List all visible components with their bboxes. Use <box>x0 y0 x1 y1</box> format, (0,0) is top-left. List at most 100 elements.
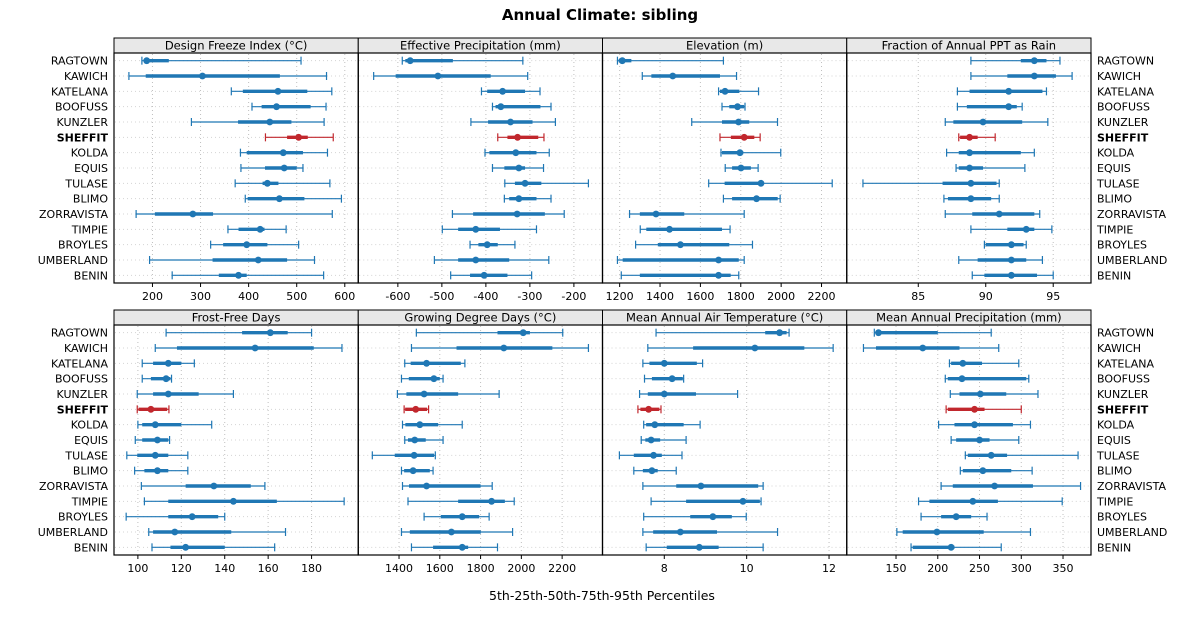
median-dot <box>199 72 206 80</box>
median-dot <box>618 57 626 65</box>
series-zorravista <box>401 482 493 490</box>
median-dot <box>434 72 442 80</box>
median-dot <box>147 405 155 413</box>
median-dot <box>256 225 264 233</box>
x-tick-label: 400 <box>238 290 259 303</box>
median-dot <box>182 543 190 551</box>
site-label-right-equis: EQUIS <box>1097 162 1131 175</box>
series-umberland <box>148 256 316 264</box>
median-dot <box>499 87 506 95</box>
site-label-right-benin: BENIN <box>1097 269 1131 282</box>
series-tulase <box>708 179 833 188</box>
median-dot <box>164 359 172 367</box>
series-kolda <box>401 420 463 429</box>
median-dot <box>933 528 941 536</box>
median-dot <box>513 210 521 218</box>
panel-design-freeze-index-c: Design Freeze Index (°C) 200 300 400 500 600 <box>113 37 359 303</box>
median-dot <box>151 421 159 429</box>
x-tick-label: -500 <box>429 290 454 303</box>
median-dot <box>480 271 488 279</box>
median-dot <box>734 103 741 111</box>
series-sheffit <box>403 405 430 414</box>
site-label-right-ragtown: RAGTOWN <box>1097 327 1154 340</box>
series-boofuss <box>491 102 552 111</box>
median-dot <box>409 467 417 475</box>
panel-growing-degree-days-c: Growing Degree Days (°C) 1400 1600 1800 2000… <box>357 309 604 575</box>
median-dot <box>966 164 973 172</box>
series-kunzler <box>190 118 325 126</box>
median-dot <box>411 436 419 444</box>
median-dot <box>967 179 975 187</box>
median-dot <box>500 344 508 352</box>
site-label-left-zorravista: ZORRAVISTA <box>39 208 108 221</box>
site-label-left-blimo: BLIMO <box>73 193 108 206</box>
series-katelana <box>230 87 333 96</box>
median-dot <box>677 241 684 249</box>
x-tick-label: 90 <box>979 290 993 303</box>
trellis-chart-canvas: Design Freeze Index (°C)200 300 400 500 600E… <box>38 37 1168 575</box>
panel-title: Frost-Free Days <box>192 311 281 325</box>
series-katelana <box>717 87 760 96</box>
series-broyles <box>210 240 300 249</box>
median-dot <box>230 497 237 505</box>
median-dot <box>254 256 262 264</box>
panel-border <box>601 324 848 556</box>
series-kunzler <box>638 390 739 398</box>
median-dot <box>1007 256 1015 264</box>
median-dot <box>412 405 420 413</box>
series-boofuss <box>956 102 1023 111</box>
median-dot <box>519 329 527 337</box>
site-label-right-boofuss: BOOFUSS <box>1097 101 1150 114</box>
x-tick-label: 95 <box>1046 290 1060 303</box>
panel-border <box>357 324 604 556</box>
median-dot <box>721 87 729 95</box>
median-dot <box>488 497 495 505</box>
series-blimo <box>400 466 434 475</box>
median-dot <box>967 195 975 203</box>
site-label-left-benin: BENIN <box>74 269 108 282</box>
site-label-left-kawich: KAWICH <box>64 342 108 355</box>
series-kolda <box>938 420 1032 429</box>
series-ragtown <box>165 328 313 337</box>
median-dot <box>483 241 491 249</box>
series-timpie <box>650 497 762 506</box>
x-tick-label: 160 <box>258 562 279 575</box>
series-zorravista <box>940 482 1082 490</box>
series-umberland <box>958 256 1044 264</box>
site-label-left-boofuss: BOOFUSS <box>55 101 108 114</box>
median-dot <box>1022 225 1030 233</box>
x-tick-label: 500 <box>286 290 307 303</box>
x-tick-label: 2000 <box>767 290 795 303</box>
series-blimo <box>244 194 343 203</box>
median-dot <box>919 344 927 352</box>
median-dot <box>666 225 673 233</box>
x-tick-label: 1400 <box>646 290 674 303</box>
x-tick-label: -400 <box>473 290 498 303</box>
median-dot <box>515 195 523 203</box>
series-kolda <box>643 420 701 429</box>
site-labels-row-1: RAGTOWN RAGTOWN KAWICH KAWICH KATELANA KATELA… <box>38 327 1168 555</box>
median-dot <box>645 405 653 413</box>
series-benin <box>171 271 325 280</box>
series-sheffit <box>136 405 170 414</box>
median-dot <box>507 118 514 126</box>
site-label-right-benin: BENIN <box>1097 541 1131 554</box>
median-dot <box>740 133 748 141</box>
series-equis <box>404 436 444 444</box>
series-blimo <box>722 194 781 203</box>
series-boofuss <box>400 374 444 383</box>
median-dot <box>736 149 744 157</box>
series-ragtown <box>415 328 564 337</box>
panel-border <box>113 52 359 284</box>
panel-title: Mean Annual Air Temperature (°C) <box>626 311 823 325</box>
median-dot <box>947 543 955 551</box>
series-benin <box>910 543 1002 552</box>
series-ragtown <box>616 56 725 65</box>
series-katelana <box>956 87 1048 96</box>
series-ragtown <box>873 328 992 337</box>
site-label-left-broyles: BROYLES <box>58 511 108 524</box>
series-tulase <box>371 451 436 460</box>
site-label-left-tulase: TULASE <box>64 449 108 462</box>
median-dot <box>420 390 428 398</box>
site-label-right-timpie: TIMPIE <box>1096 495 1133 508</box>
